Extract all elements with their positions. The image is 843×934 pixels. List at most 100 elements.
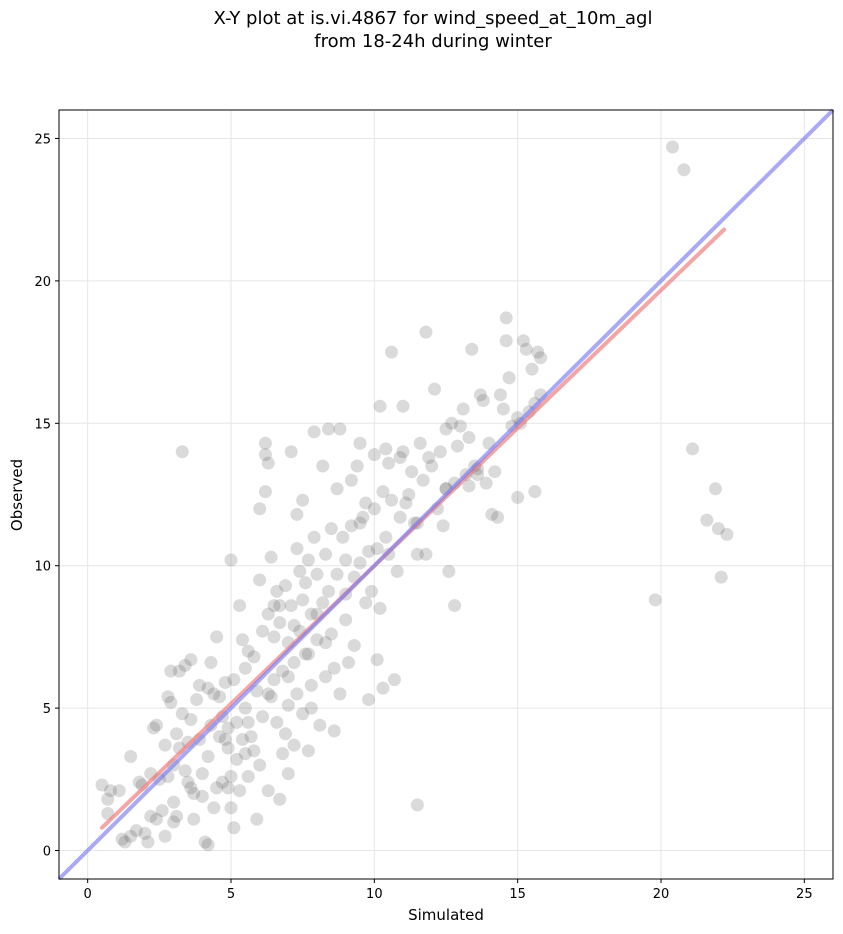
data-point — [364, 584, 378, 598]
data-point — [227, 673, 241, 687]
data-point — [686, 442, 700, 456]
data-point — [170, 727, 184, 741]
data-point — [261, 784, 275, 798]
data-point — [453, 419, 467, 433]
data-point — [342, 656, 356, 670]
data-point — [359, 496, 373, 510]
data-point — [281, 670, 295, 684]
data-point — [201, 750, 215, 764]
data-point — [241, 769, 255, 783]
data-point — [221, 741, 235, 755]
data-point — [278, 727, 292, 741]
data-point — [270, 584, 284, 598]
data-point — [350, 459, 364, 473]
data-point — [287, 738, 301, 752]
y-tick-label: 15 — [34, 417, 51, 432]
data-point — [104, 784, 118, 798]
data-point — [516, 334, 530, 348]
data-point — [301, 647, 315, 661]
data-point — [238, 747, 252, 761]
data-point — [184, 713, 198, 727]
data-point — [290, 687, 304, 701]
data-point — [373, 399, 387, 413]
data-point — [382, 456, 396, 470]
data-point — [700, 513, 714, 527]
data-point — [399, 496, 413, 510]
data-point — [379, 442, 393, 456]
data-point — [244, 730, 258, 744]
data-point — [124, 750, 138, 764]
data-point — [413, 436, 427, 450]
data-point — [304, 701, 318, 715]
data-point — [299, 576, 313, 590]
data-point — [333, 422, 347, 436]
data-point — [281, 767, 295, 781]
data-point — [224, 553, 238, 567]
data-point — [175, 445, 189, 459]
data-point — [253, 758, 267, 772]
data-point — [307, 425, 321, 439]
data-point — [296, 707, 310, 721]
data-point — [167, 815, 181, 829]
data-point — [190, 693, 204, 707]
data-point — [396, 445, 410, 459]
data-point — [367, 502, 381, 516]
data-point — [373, 601, 387, 615]
data-points — [95, 140, 734, 852]
data-point — [284, 599, 298, 613]
data-point — [235, 732, 249, 746]
data-point — [198, 835, 212, 849]
data-point — [221, 781, 235, 795]
data-point — [178, 658, 192, 672]
data-point — [393, 510, 407, 524]
data-point — [310, 633, 324, 647]
axis-ticks: 0 5 10 15 20 25 0 5 10 15 20 25 — [34, 132, 812, 902]
data-point — [344, 473, 358, 487]
data-point — [367, 448, 381, 462]
y-tick-label: 5 — [43, 702, 51, 717]
data-point — [276, 664, 290, 678]
data-point — [519, 342, 533, 356]
data-point — [720, 527, 734, 541]
data-point — [187, 812, 201, 826]
data-point — [144, 809, 158, 823]
data-point — [184, 781, 198, 795]
data-point — [316, 459, 330, 473]
data-point — [339, 553, 353, 567]
data-point — [172, 664, 186, 678]
data-point — [253, 502, 267, 516]
data-point — [115, 832, 129, 846]
x-tick-label: 25 — [796, 887, 813, 902]
data-point — [385, 493, 399, 507]
data-point — [711, 522, 725, 536]
data-point — [261, 456, 275, 470]
data-point — [147, 721, 161, 735]
data-point — [267, 599, 281, 613]
data-point — [534, 351, 548, 365]
data-point — [287, 619, 301, 633]
data-point — [502, 371, 516, 385]
data-point — [333, 687, 347, 701]
data-point — [293, 564, 307, 578]
data-point — [525, 362, 539, 376]
data-point — [238, 661, 252, 675]
data-point — [499, 311, 513, 325]
data-point — [267, 673, 281, 687]
data-point — [276, 747, 290, 761]
data-point — [224, 801, 238, 815]
data-point — [479, 476, 493, 490]
x-axis-label: Simulated — [408, 906, 484, 924]
reference-line — [57, 108, 835, 881]
data-point — [425, 459, 439, 473]
data-point — [301, 744, 315, 758]
data-point — [327, 661, 341, 675]
plot-frame — [58, 109, 834, 880]
data-point — [677, 163, 691, 177]
data-point — [247, 744, 261, 758]
data-point — [178, 764, 192, 778]
data-point — [264, 550, 278, 564]
data-point — [296, 593, 310, 607]
data-point — [456, 402, 470, 416]
data-point — [253, 573, 267, 587]
data-point — [167, 795, 181, 809]
